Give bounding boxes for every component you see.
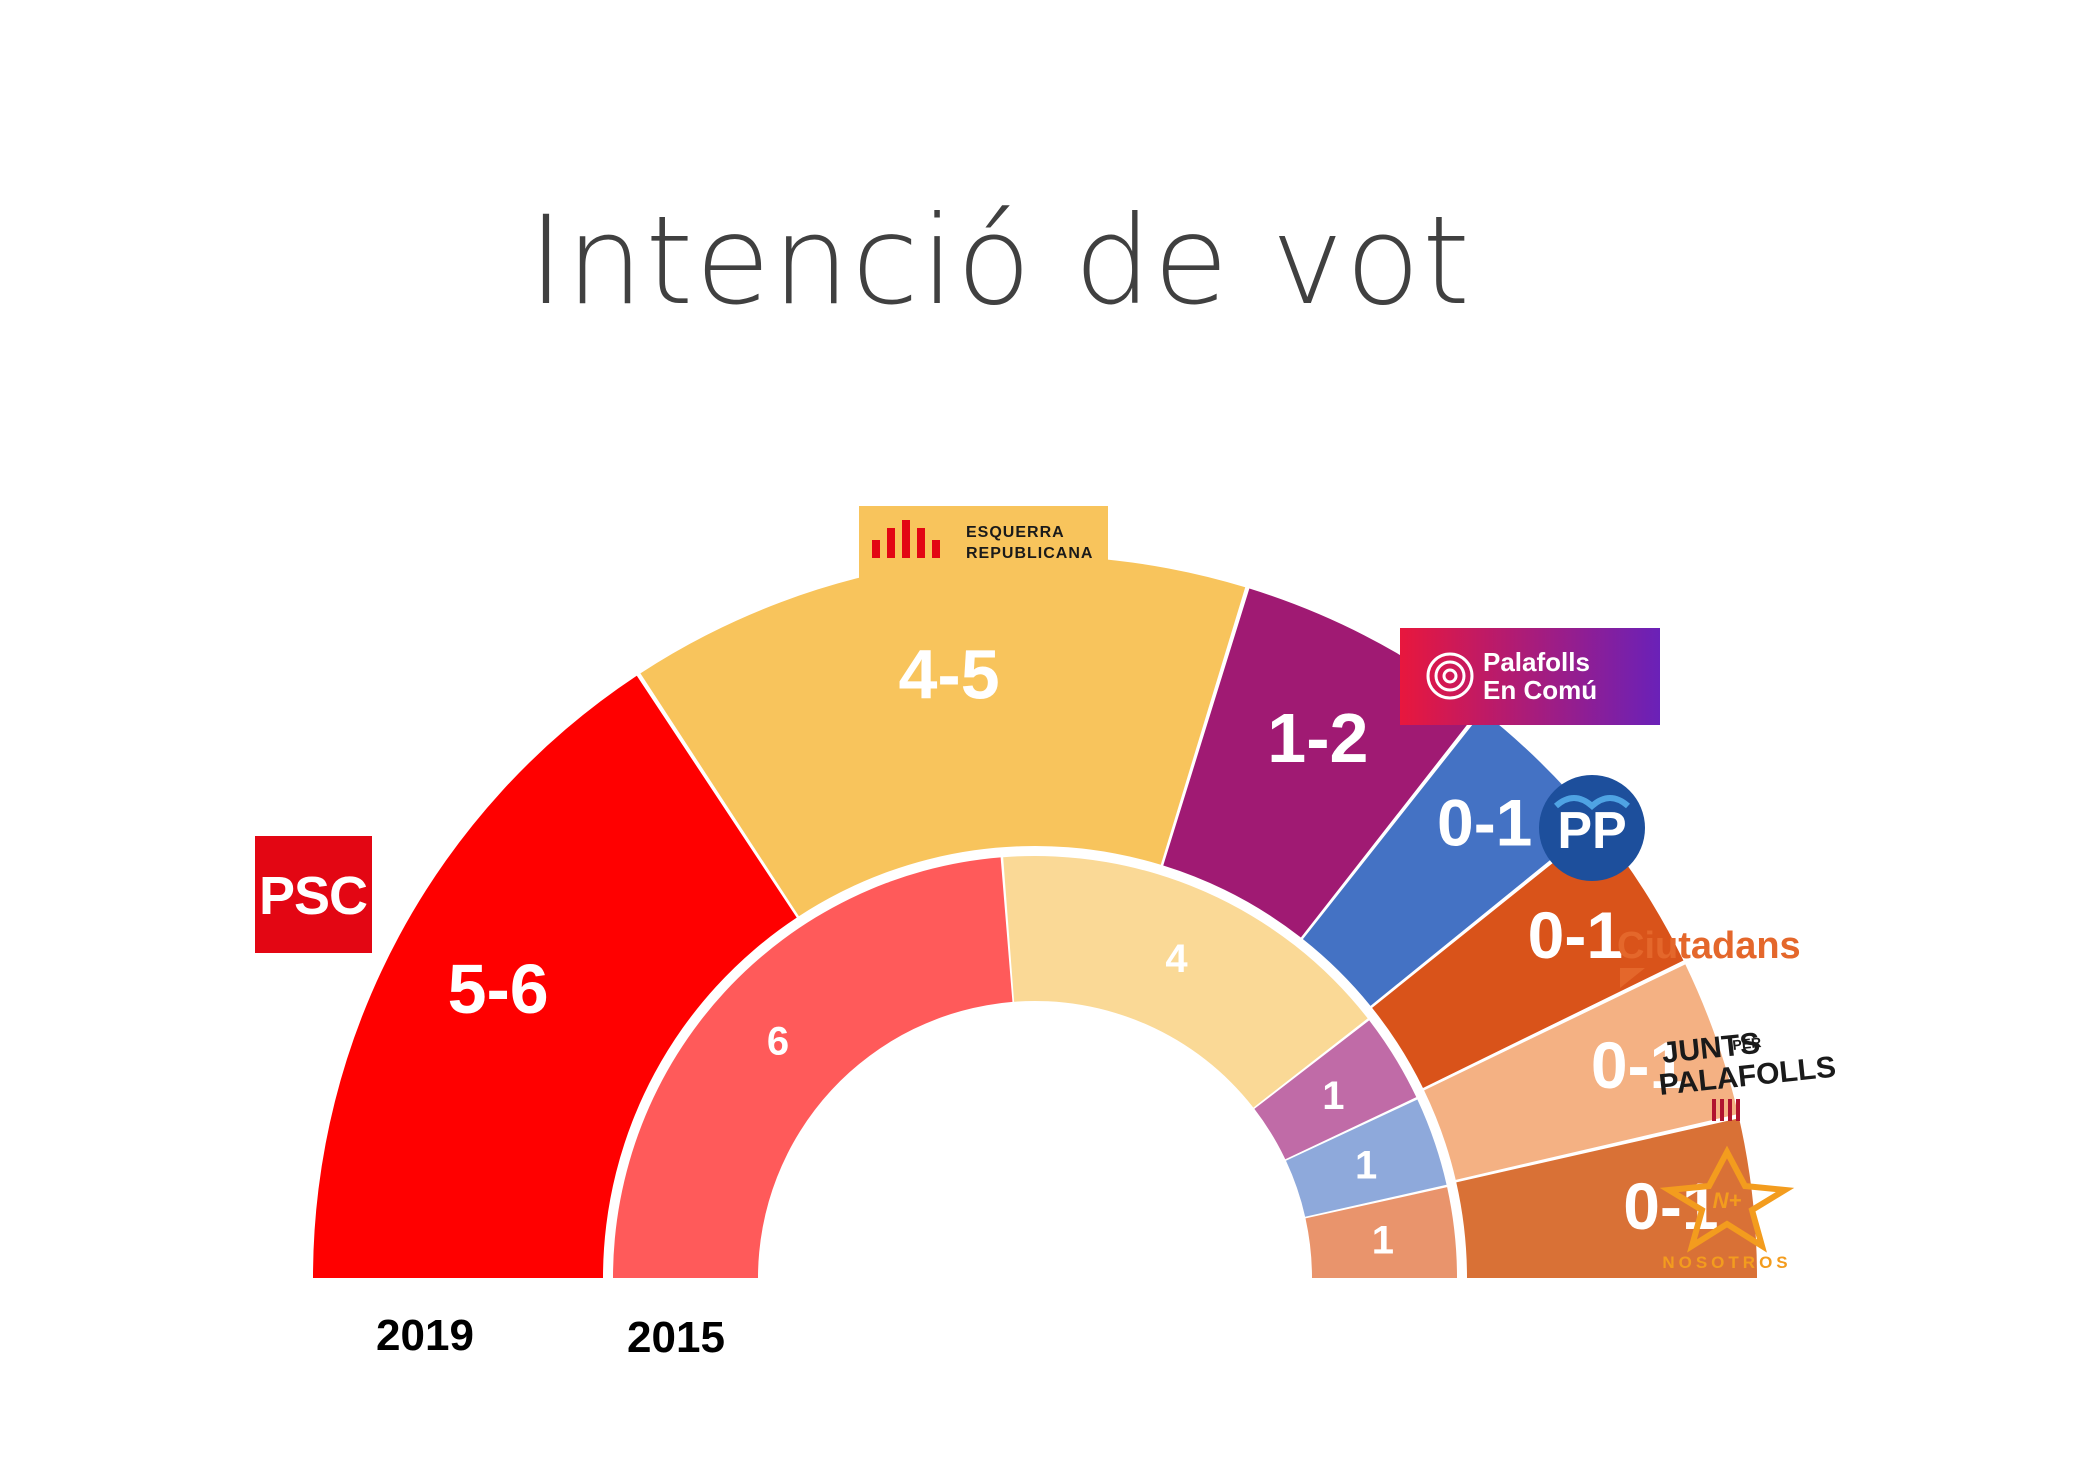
psc-logo-text: PSC (259, 866, 367, 926)
comu-logo-line1: Palafolls (1483, 647, 1590, 677)
erc-star-icon (872, 520, 940, 558)
segment-2015-pp (1285, 1099, 1447, 1217)
segment-label-2019-1: 5-6 (448, 950, 549, 1028)
year-label-2019: 2019 (376, 1311, 474, 1360)
spiral-icon (1426, 652, 1474, 700)
segment-label-2019-7: 0-1 (1623, 1169, 1718, 1243)
segment-label-2019-4: 0-1 (1437, 786, 1532, 860)
segment-label-2015-4: 1 (1355, 1144, 1377, 1188)
nosotros-star-icon (1659, 1145, 1795, 1253)
segment-label-2019-3: 1-2 (1267, 699, 1368, 777)
segment-2019-erc (640, 555, 1246, 917)
nosotros-logo: N+ NOSOTROS (1659, 1145, 1795, 1272)
pp-gull-icon (1554, 795, 1630, 811)
pp-logo-text: PP (1557, 802, 1626, 860)
erc-logo-line2: REPUBLICANA (966, 545, 1093, 562)
segment-2019-junts-per-palafolls (1424, 964, 1739, 1180)
segment-2015-erc (1003, 856, 1368, 1108)
segment-label-2019-5: 0-1 (1528, 898, 1623, 972)
chart-title: Intenció de vot (528, 190, 1472, 332)
pp-logo: PP (1539, 775, 1645, 881)
junts-stripes-icon (1712, 1099, 1740, 1121)
segment-2019-ciutadans (1372, 826, 1684, 1089)
segment-label-2015-3: 1 (1322, 1074, 1344, 1118)
ciutadans-logo-text: Ciutadans (1617, 925, 1801, 967)
nosotros-logo-text: NOSOTROS (1662, 1253, 1791, 1272)
segment-label-2015-1: 6 (767, 1019, 789, 1063)
junts-logo-line1b: PER (1732, 1034, 1762, 1053)
segment-2015-palafolls-en-comú (1254, 1020, 1417, 1160)
psc-logo: PSC (255, 836, 372, 953)
ring-2015 (613, 856, 1457, 1278)
nosotros-mark: N+ (1713, 1188, 1742, 1213)
ring-2019 (313, 555, 1757, 1278)
segment-2019-pp (1302, 711, 1596, 1006)
segment-label-2015-2: 4 (1165, 937, 1188, 981)
segment-2019-nosotros (1456, 1118, 1757, 1278)
year-label-2015: 2015 (627, 1313, 725, 1362)
erc-logo-line1: ESQUERRA (966, 524, 1065, 541)
palafolls-en-comu-logo: Palafolls En Comú (1400, 628, 1660, 725)
segment-label-2019-6: 0-1 (1591, 1028, 1686, 1102)
segment-2019-psc (313, 675, 797, 1278)
segment-2015-psc (613, 857, 1013, 1278)
segment-label-2015-5: 1 (1372, 1219, 1394, 1263)
erc-logo: ESQUERRA REPUBLICANA (859, 506, 1108, 578)
ciutadans-logo: Ciutadans (1617, 925, 1801, 988)
segment-label-2019-2: 4-5 (898, 636, 999, 714)
segment-2015-ciutadans (1305, 1187, 1457, 1278)
ciutadans-flag-icon (1620, 968, 1645, 988)
comu-logo-line2: En Comú (1483, 675, 1597, 705)
